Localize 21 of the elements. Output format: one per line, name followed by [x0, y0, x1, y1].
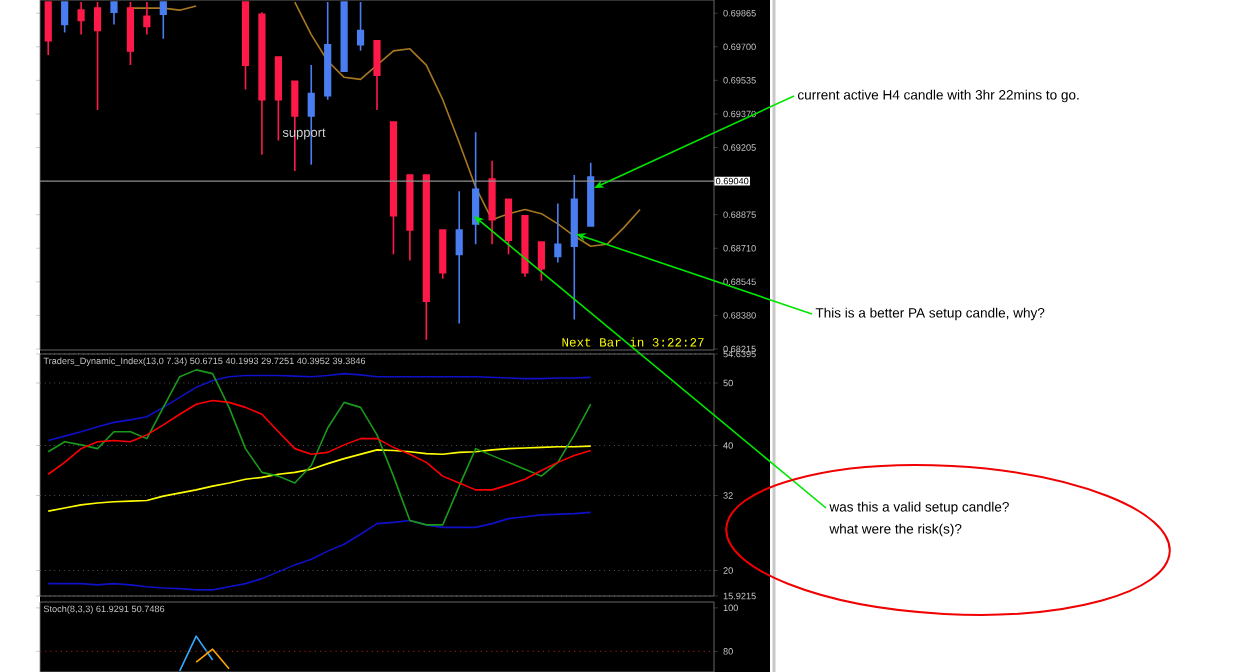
candlestick: [324, 1, 332, 101]
candlestick: [521, 214, 529, 278]
candlestick: [439, 229, 447, 280]
candlestick: [241, 1, 250, 91]
candlestick: [61, 1, 69, 34]
candlestick: [373, 39, 381, 111]
candlestick: [77, 1, 85, 36]
candlestick: [44, 1, 52, 56]
candlestick: [110, 1, 118, 26]
candlestick: [159, 1, 167, 40]
candlestick: [258, 11, 266, 156]
candlestick: [93, 1, 102, 111]
candlestick: [406, 174, 414, 262]
candlestick: [143, 1, 151, 36]
candlestick: [554, 202, 562, 264]
candlestick: [126, 1, 135, 66]
candlestick: [274, 56, 282, 142]
line-series: [47, 399, 592, 491]
candlestick: [455, 190, 463, 325]
candlestick: [488, 159, 496, 245]
candlestick: [356, 1, 365, 52]
